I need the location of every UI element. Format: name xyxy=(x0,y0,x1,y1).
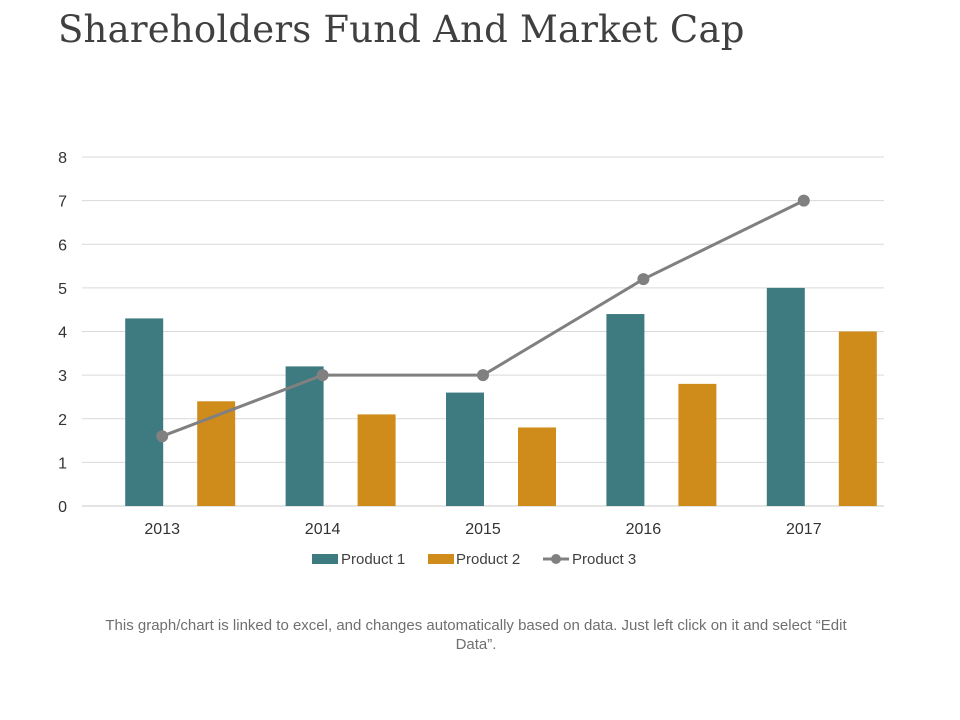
y-tick-label: 8 xyxy=(58,150,67,167)
bar[interactable] xyxy=(125,318,164,506)
x-tick-label: 2017 xyxy=(786,521,822,538)
y-axis: 0 1 2 3 4 5 6 7 8 xyxy=(58,150,67,516)
legend: Product 1 Product 2 Product 3 xyxy=(312,551,636,568)
y-tick-label: 3 xyxy=(58,368,67,385)
y-tick-label: 2 xyxy=(58,412,67,429)
legend-label: Product 1 xyxy=(341,551,405,568)
y-tick-label: 1 xyxy=(58,455,67,472)
bar[interactable] xyxy=(606,314,645,506)
line-point[interactable] xyxy=(637,273,650,286)
bar[interactable] xyxy=(197,401,236,506)
legend-marker xyxy=(551,554,561,564)
chart[interactable]: 0 1 2 3 4 5 6 7 8 2013 2014 2015 2016 2017 Product 1… xyxy=(0,0,960,600)
x-tick-label: 2014 xyxy=(305,521,341,538)
slide-title: Shareholders Fund And Market Cap xyxy=(58,8,745,51)
x-tick-label: 2013 xyxy=(144,521,180,538)
line-point[interactable] xyxy=(797,194,810,207)
bar[interactable] xyxy=(357,414,396,506)
legend-swatch xyxy=(312,554,338,564)
bar[interactable] xyxy=(678,383,717,506)
legend-swatch xyxy=(428,554,454,564)
y-tick-label: 4 xyxy=(58,325,67,342)
line-series xyxy=(156,194,810,443)
x-tick-label: 2016 xyxy=(626,521,662,538)
bar[interactable] xyxy=(766,287,805,506)
y-tick-label: 7 xyxy=(58,194,67,211)
legend-label: Product 3 xyxy=(572,551,636,568)
line-point[interactable] xyxy=(156,430,169,443)
y-tick-label: 0 xyxy=(58,499,67,516)
y-tick-label: 5 xyxy=(58,281,67,298)
line-point[interactable] xyxy=(316,369,329,382)
bar[interactable] xyxy=(285,366,324,506)
legend-label: Product 2 xyxy=(456,551,520,568)
line-point[interactable] xyxy=(477,369,489,382)
x-axis: 2013 2014 2015 2016 2017 xyxy=(144,521,821,538)
bar[interactable] xyxy=(518,427,556,506)
y-tick-label: 6 xyxy=(58,237,67,254)
bar-series xyxy=(125,287,877,507)
bar[interactable] xyxy=(838,331,877,507)
footnote: This graph/chart is linked to excel, and… xyxy=(105,617,847,653)
bar[interactable] xyxy=(446,392,484,506)
x-tick-label: 2015 xyxy=(465,521,501,538)
